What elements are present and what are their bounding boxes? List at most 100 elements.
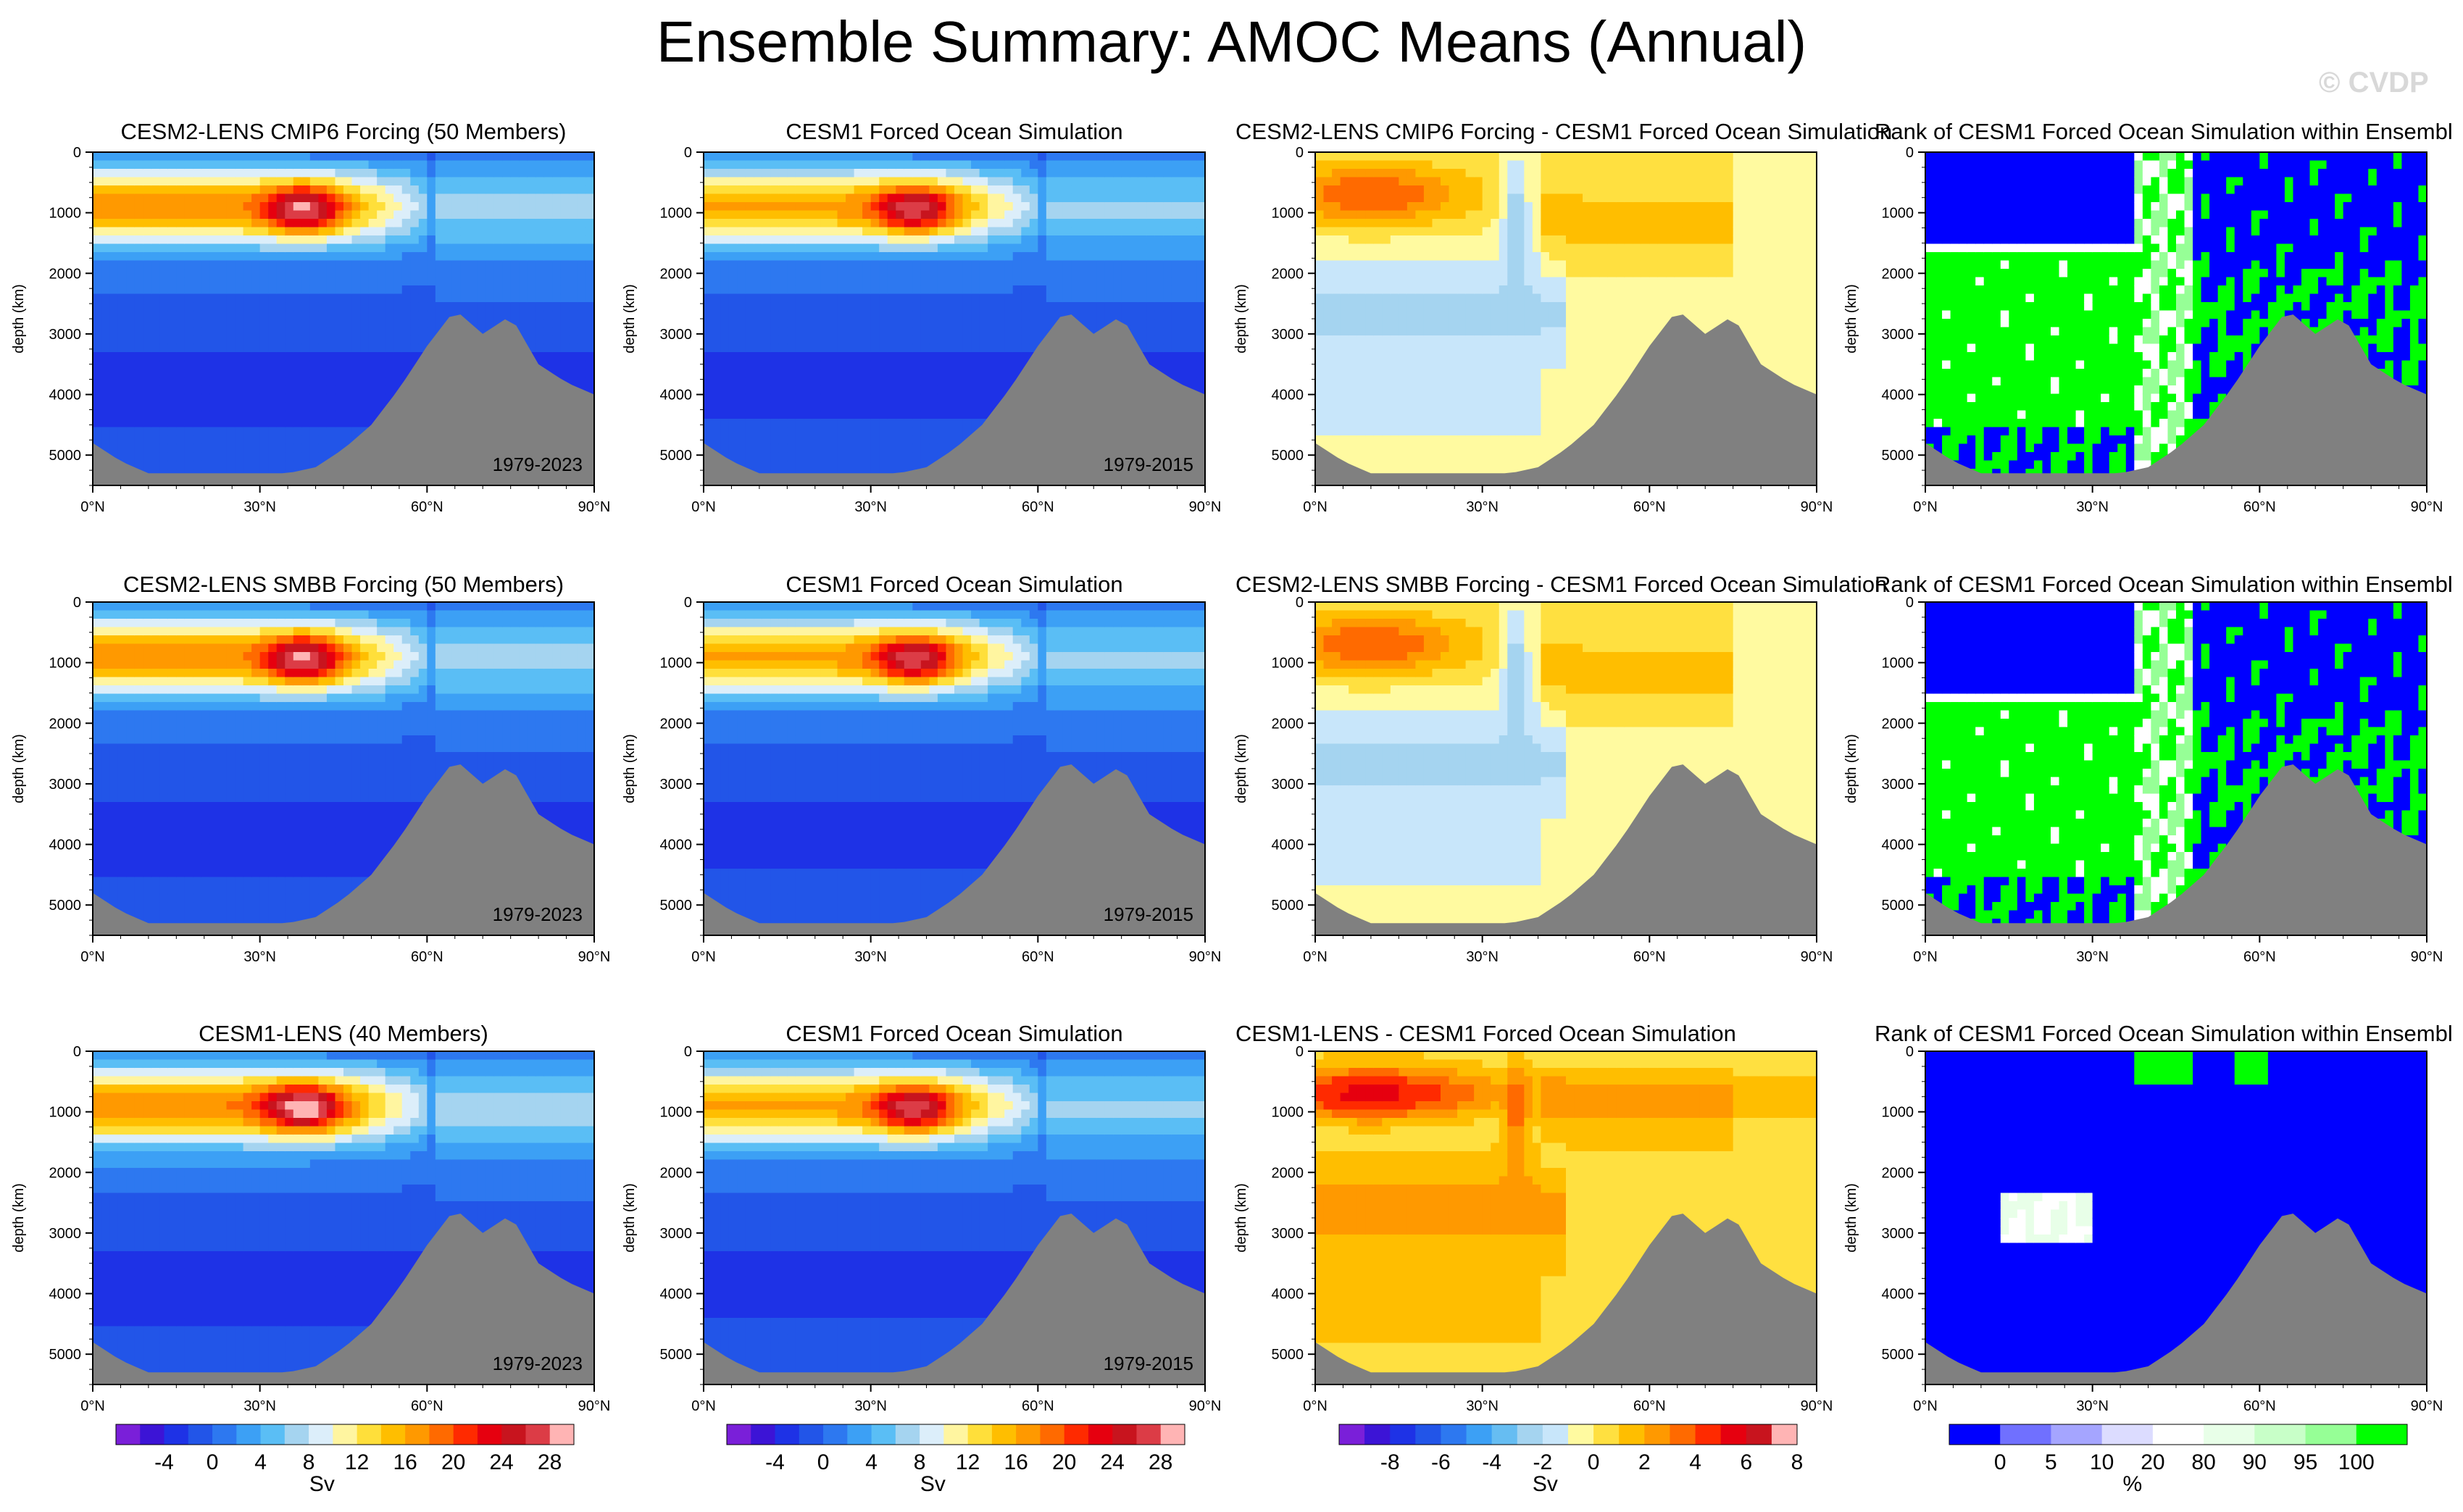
field-cell xyxy=(285,335,293,344)
field-cell xyxy=(335,394,343,403)
field-cell xyxy=(235,261,243,270)
field-cell xyxy=(159,227,168,236)
field-cell xyxy=(126,302,135,311)
field-cell xyxy=(301,252,310,261)
field-cell xyxy=(435,185,444,194)
field-cell xyxy=(335,377,343,386)
field-cell xyxy=(185,327,193,336)
field-cell xyxy=(168,169,177,177)
field-cell xyxy=(310,427,319,436)
field-cell xyxy=(251,302,260,311)
field-cell xyxy=(318,177,327,186)
field-cell xyxy=(410,235,419,244)
field-cell xyxy=(310,202,319,211)
field-cell xyxy=(277,302,286,311)
field-cell xyxy=(369,327,378,336)
field-cell xyxy=(118,444,127,453)
field-cell xyxy=(285,344,293,353)
field-cell xyxy=(118,344,127,353)
field-cell xyxy=(427,235,435,244)
field-cell xyxy=(135,185,143,194)
field-cell xyxy=(285,369,293,377)
field-cell xyxy=(218,261,227,270)
field-cell xyxy=(209,419,218,427)
field-cell xyxy=(109,394,118,403)
field-cell xyxy=(352,369,361,377)
field-cell xyxy=(143,419,151,427)
field-cell xyxy=(218,211,227,220)
field-cell xyxy=(118,169,127,177)
field-cell xyxy=(235,269,243,277)
field-cell xyxy=(185,285,193,294)
field-cell xyxy=(393,285,402,294)
field-cell xyxy=(268,211,277,220)
field-cell xyxy=(335,261,343,270)
field-cell xyxy=(118,319,127,327)
field-cell xyxy=(318,319,327,327)
field-cell xyxy=(435,311,444,319)
field-cell xyxy=(460,177,469,186)
field-cell xyxy=(327,244,336,253)
field-cell xyxy=(209,361,218,369)
field-cell xyxy=(393,227,402,236)
field-cell xyxy=(218,402,227,411)
field-cell xyxy=(268,344,277,353)
field-cell xyxy=(293,252,302,261)
field-cell xyxy=(469,177,478,186)
field-cell xyxy=(168,211,177,220)
field-cell xyxy=(93,411,101,419)
field-cell xyxy=(285,402,293,411)
field-cell xyxy=(135,377,143,386)
field-cell xyxy=(126,427,135,436)
field-cell xyxy=(377,235,386,244)
field-cell xyxy=(310,152,319,161)
field-cell xyxy=(277,444,286,453)
field-cell xyxy=(478,311,486,319)
field-cell xyxy=(135,194,143,203)
field-cell xyxy=(209,427,218,436)
field-cell xyxy=(209,402,218,411)
field-cell xyxy=(260,385,269,394)
field-cell xyxy=(293,319,302,327)
field-cell xyxy=(101,302,110,311)
field-cell xyxy=(419,202,428,211)
field-cell xyxy=(327,294,336,303)
field-cell xyxy=(193,194,201,203)
field-cell xyxy=(268,227,277,236)
field-cell xyxy=(277,352,286,361)
field-cell xyxy=(402,261,411,270)
field-cell xyxy=(135,327,143,336)
field-cell xyxy=(209,252,218,261)
field-cell xyxy=(143,252,151,261)
field-cell xyxy=(452,227,461,236)
field-cell xyxy=(460,211,469,220)
field-cell xyxy=(452,261,461,270)
field-cell xyxy=(176,152,185,161)
field-cell xyxy=(118,152,127,161)
field-cell xyxy=(301,269,310,277)
field-cell xyxy=(176,419,185,427)
field-cell xyxy=(193,169,201,177)
field-cell xyxy=(218,427,227,436)
field-cell xyxy=(285,152,293,161)
field-cell xyxy=(369,244,378,253)
field-cell xyxy=(511,177,520,186)
field-cell xyxy=(101,319,110,327)
field-cell xyxy=(386,277,394,286)
field-cell xyxy=(301,169,310,177)
field-cell xyxy=(285,202,293,211)
field-cell xyxy=(159,335,168,344)
field-cell xyxy=(478,219,486,227)
field-cell xyxy=(293,294,302,303)
field-cell xyxy=(402,252,411,261)
field-cell xyxy=(135,252,143,261)
field-cell xyxy=(301,185,310,194)
field-cell xyxy=(494,252,503,261)
field-cell xyxy=(151,177,160,186)
field-cell xyxy=(227,444,236,453)
field-cell xyxy=(193,427,201,436)
field-cell xyxy=(393,377,402,386)
field-cell xyxy=(209,261,218,270)
field-cell xyxy=(126,277,135,286)
field-cell xyxy=(118,419,127,427)
